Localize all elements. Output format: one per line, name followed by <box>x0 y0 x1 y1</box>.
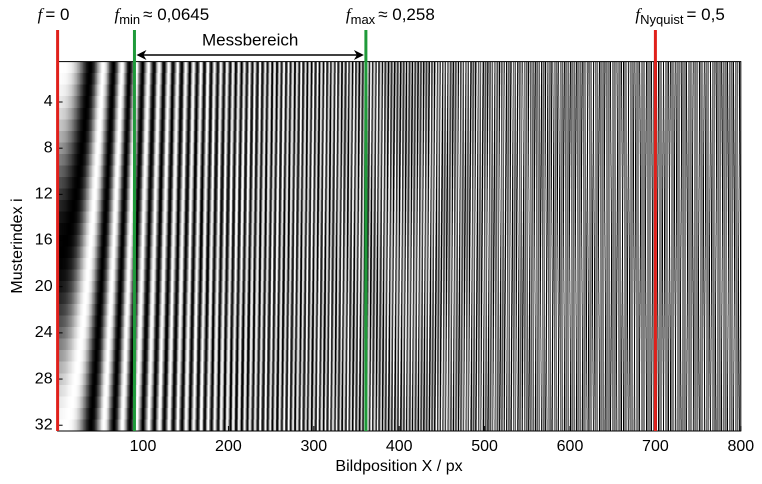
marker-symbol: f <box>38 5 45 24</box>
pattern-row <box>58 62 742 74</box>
marker-text: = 0,5 <box>686 5 724 24</box>
marker-label: fNyquist= 0,5 <box>635 5 724 28</box>
pattern-row <box>58 212 742 224</box>
pattern-row <box>58 316 742 328</box>
pattern-row <box>58 408 742 420</box>
y-tick-label: 8 <box>44 139 53 156</box>
y-tick-label: 16 <box>35 232 53 249</box>
marker-text: = 0 <box>45 5 69 24</box>
marker-text: ≈ 0,258 <box>378 5 435 24</box>
pattern-row <box>58 269 742 281</box>
pattern-row <box>58 339 742 351</box>
pattern-row <box>58 292 742 304</box>
pattern-row <box>58 189 742 201</box>
y-tick-label: 4 <box>44 93 53 110</box>
y-tick-label: 24 <box>35 324 53 341</box>
x-tick-label: 700 <box>642 438 669 455</box>
x-tick-label: 500 <box>471 438 498 455</box>
pattern-row <box>58 96 742 108</box>
x-tick-label: 600 <box>557 438 584 455</box>
x-tick-label: 100 <box>130 438 157 455</box>
pattern-row <box>58 131 742 143</box>
marker-subscript: Nyquist <box>640 12 684 27</box>
pattern-row <box>58 327 742 339</box>
pattern-row <box>58 223 742 235</box>
pattern-row <box>58 373 742 385</box>
pattern-row <box>58 304 742 316</box>
marker-label: fmax≈ 0,258 <box>346 5 435 28</box>
pattern-row <box>58 385 742 397</box>
marker-label: f= 0 <box>38 5 70 25</box>
x-tick-label: 800 <box>727 438 754 455</box>
x-tick-label: 300 <box>300 438 327 455</box>
pattern-row <box>58 119 742 131</box>
pattern-row <box>58 142 742 154</box>
pattern-row <box>58 396 742 408</box>
pattern-row <box>58 246 742 258</box>
pattern-row <box>58 73 742 85</box>
pattern-row <box>58 165 742 177</box>
pattern-row <box>58 362 742 374</box>
y-tick-label: 12 <box>35 186 53 203</box>
marker-subscript: max <box>351 12 376 27</box>
pattern-row <box>58 177 742 189</box>
pattern-row <box>58 85 742 97</box>
y-tick-label: 32 <box>35 416 53 433</box>
pattern-image <box>58 62 742 432</box>
pattern-row <box>58 154 742 166</box>
x-tick-label: 400 <box>386 438 413 455</box>
x-tick-label: 200 <box>215 438 242 455</box>
y-axis-label: Musterindex i <box>9 198 26 293</box>
y-tick-label: 20 <box>35 278 53 295</box>
x-axis-label: Bildposition X / px <box>335 458 462 475</box>
pattern-row <box>58 108 742 120</box>
pattern-row <box>58 258 742 270</box>
marker-subscript: min <box>119 12 140 27</box>
range-label: Messbereich <box>202 30 298 49</box>
pattern-row <box>58 350 742 362</box>
marker-text: ≈ 0,0645 <box>143 5 209 24</box>
y-tick-label: 28 <box>35 370 53 387</box>
pattern-row <box>58 281 742 293</box>
marker-label: fmin≈ 0,0645 <box>114 5 209 28</box>
pattern-row <box>58 200 742 212</box>
pattern-row <box>58 235 742 247</box>
